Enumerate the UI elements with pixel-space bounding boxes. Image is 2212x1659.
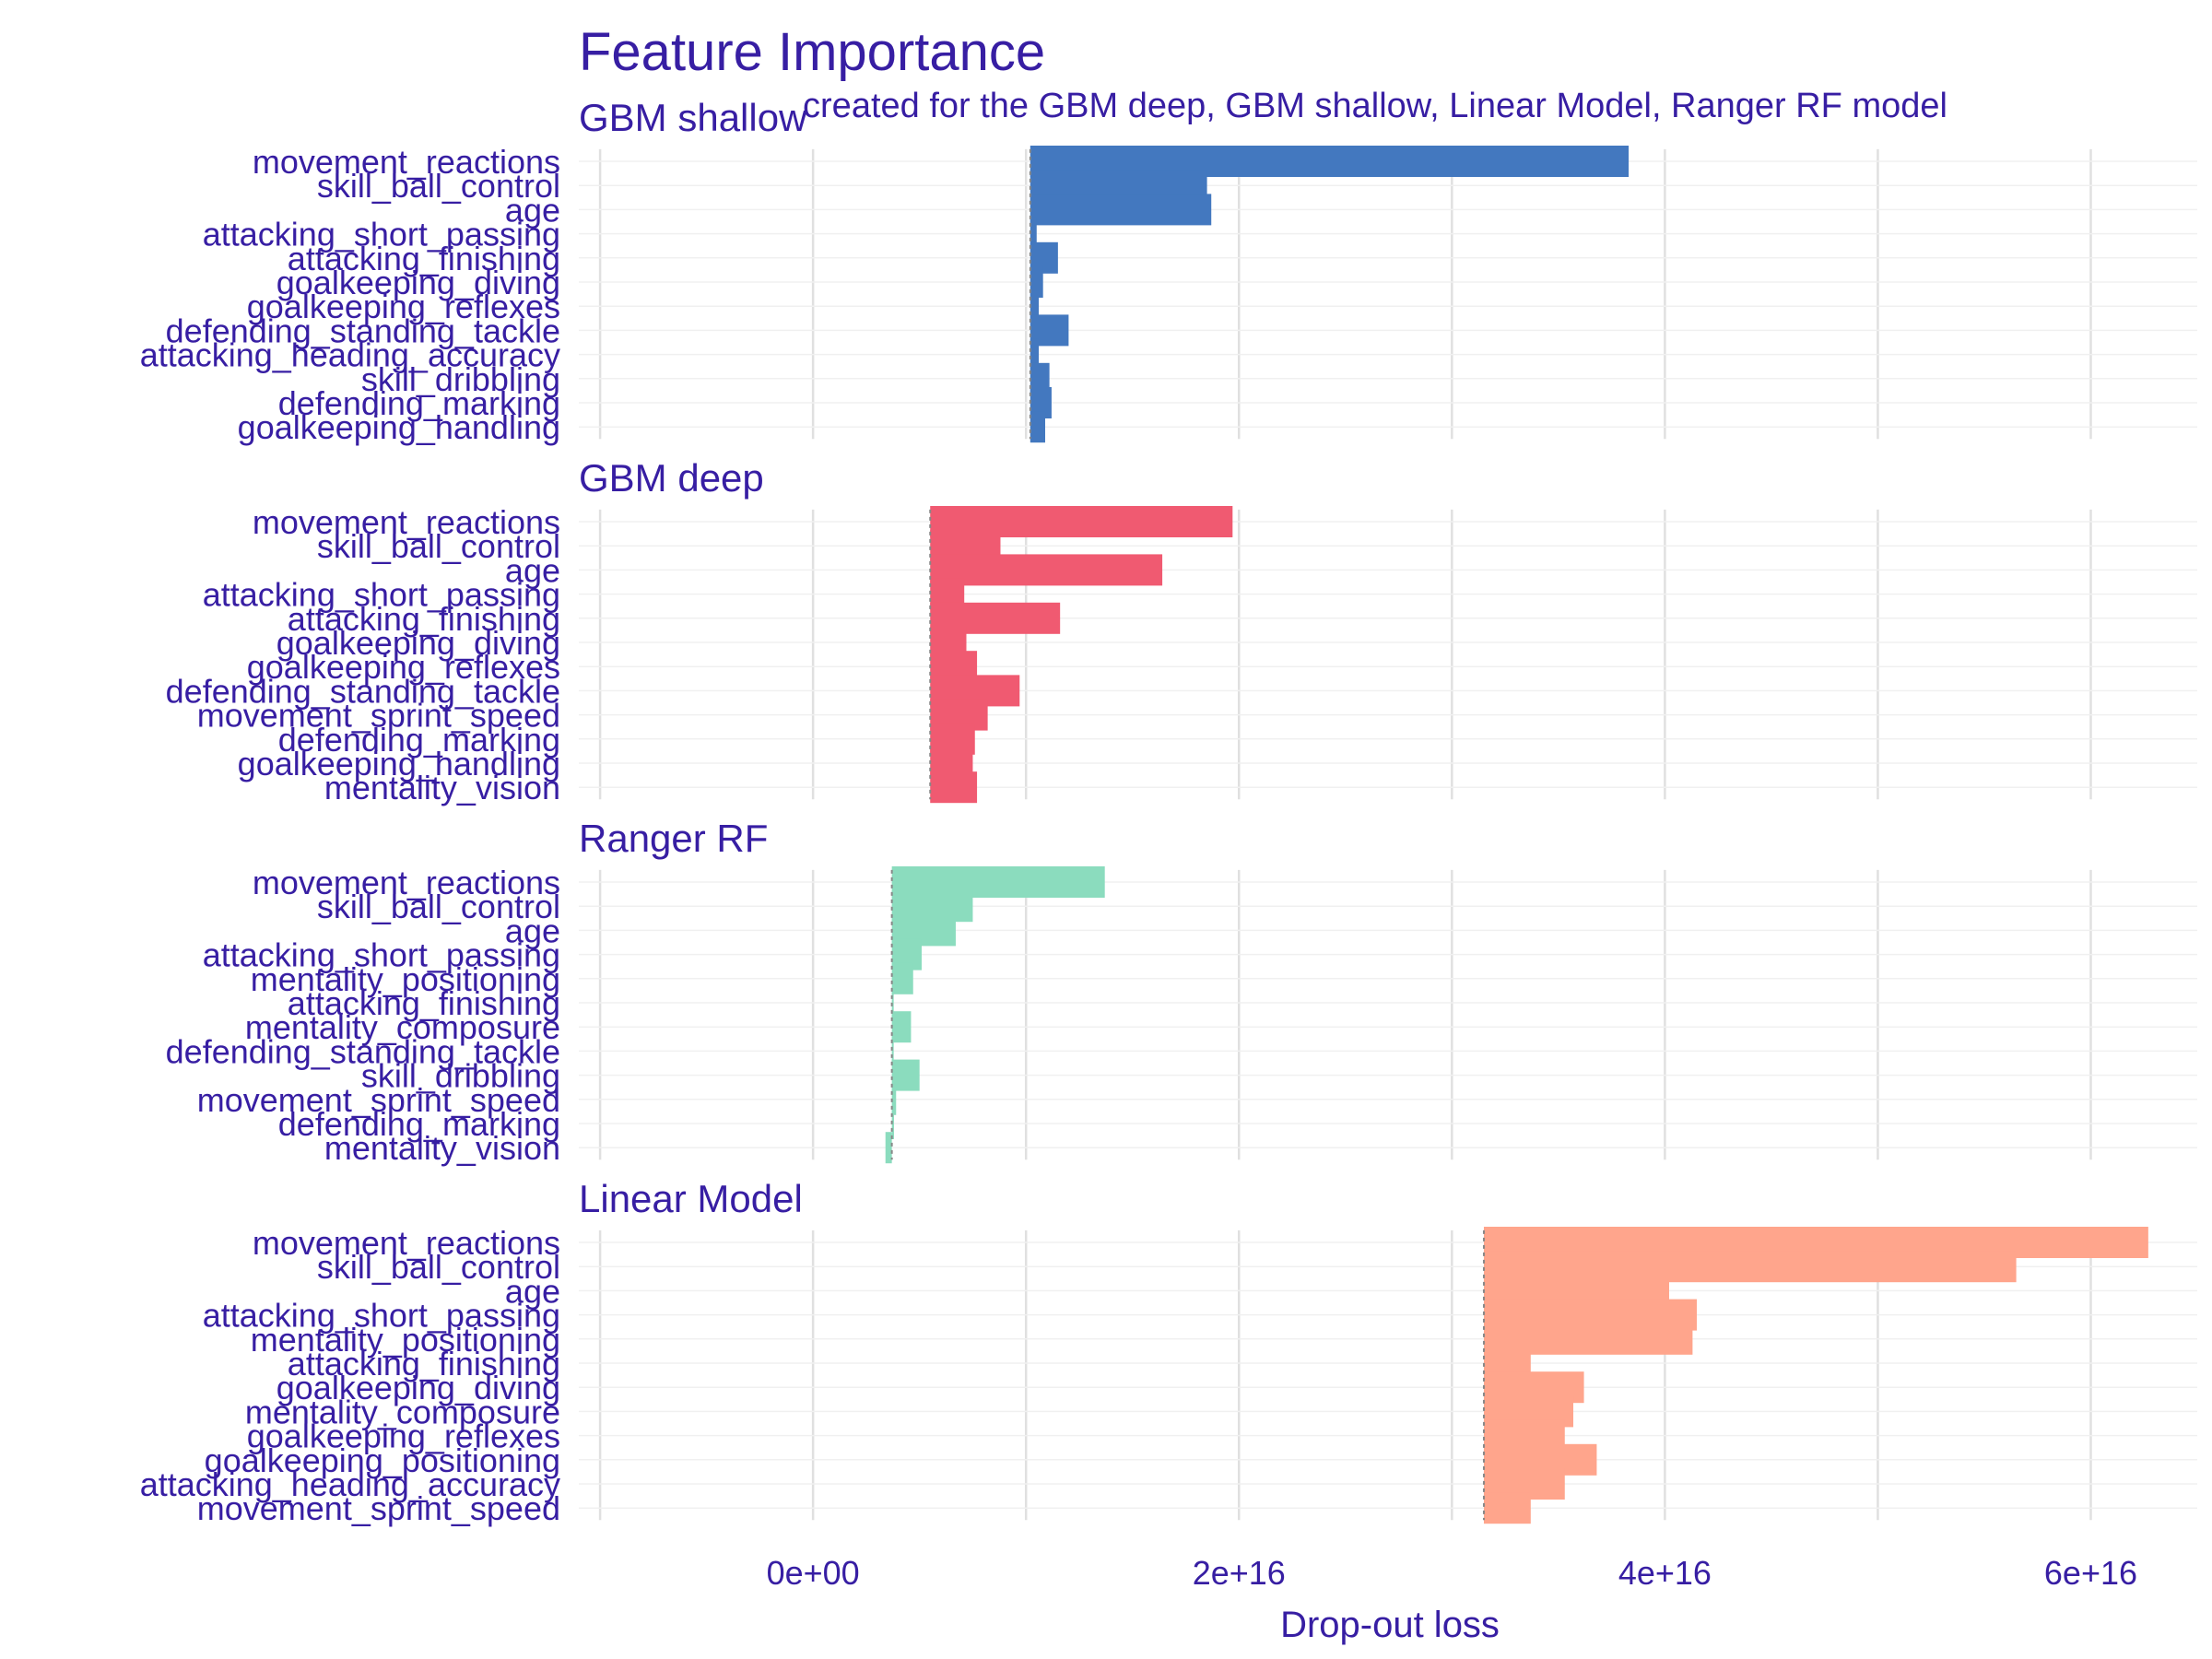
bar-goalkeeping_reflexes bbox=[1030, 290, 1040, 323]
bar-skill_dribbling bbox=[1030, 362, 1050, 394]
bar-goalkeeping_diving bbox=[1030, 266, 1043, 298]
variable-label: defending_standing_tackle bbox=[166, 1032, 560, 1070]
variable-label: goalkeeping_diving bbox=[276, 1369, 560, 1406]
variable-label: defending_standing_tackle bbox=[166, 672, 560, 710]
variable-label: attacking_short_passing bbox=[203, 1297, 560, 1335]
bar-defending_standing_tackle bbox=[891, 1035, 894, 1067]
panel-gbm-shallow: GBM shallow movement_reactionsskill_ball_… bbox=[140, 96, 2197, 446]
x-tick-label: 6e+16 bbox=[2044, 1554, 2137, 1592]
bar-attacking_heading_accuracy bbox=[1030, 338, 1040, 371]
bar-defending_marking bbox=[1030, 387, 1052, 418]
variable-label: attacking_short_passing bbox=[203, 216, 560, 253]
variable-label: goalkeeping_reflexes bbox=[247, 1418, 560, 1455]
variable-label: defending_marking bbox=[278, 1105, 560, 1143]
variable-label: goalkeeping_positioning bbox=[205, 1441, 560, 1479]
variable-label: age bbox=[505, 551, 560, 589]
variable-label: attacking_finishing bbox=[288, 1345, 560, 1382]
panel-ranger-rf: Ranger RF movement_reactionsskill_ball_co… bbox=[166, 817, 2197, 1167]
panel-title: GBM shallow bbox=[579, 96, 807, 139]
bar-age bbox=[1030, 194, 1212, 226]
variable-label: movement_sprint_speed bbox=[197, 1081, 560, 1119]
variable-label: attacking_short_passing bbox=[203, 936, 560, 974]
chart-title: Feature Importance bbox=[579, 22, 1045, 82]
x-tick-label: 4e+16 bbox=[1618, 1554, 1712, 1592]
bar-mentality_composure bbox=[891, 1011, 912, 1043]
variable-label: skill_dribbling bbox=[361, 1057, 560, 1095]
bar-mentality_vision bbox=[930, 771, 978, 804]
variable-label: skill_ball_control bbox=[317, 167, 560, 205]
variable-label: mentality_vision bbox=[324, 1129, 560, 1167]
variable-label: movement_reactions bbox=[253, 143, 560, 181]
panel-title: Linear Model bbox=[579, 1177, 803, 1220]
variable-label: mentality_composure bbox=[245, 1393, 560, 1430]
variable-label: movement_reactions bbox=[253, 1224, 560, 1262]
variable-label: goalkeeping_reflexes bbox=[247, 648, 560, 686]
bar-age bbox=[930, 554, 1163, 586]
variable-label: attacking_finishing bbox=[288, 240, 560, 277]
variable-label: defending_marking bbox=[278, 721, 560, 759]
bar-goalkeeping_handling bbox=[1030, 411, 1046, 443]
variable-label: skill_ball_control bbox=[317, 527, 560, 565]
variable-label: defending_marking bbox=[278, 384, 560, 422]
variable-label: mentality_composure bbox=[245, 1008, 560, 1046]
variable-label: movement_reactions bbox=[253, 864, 560, 901]
x-axis-label: Drop-out loss bbox=[1280, 1605, 1500, 1645]
variable-label: skill_ball_control bbox=[317, 888, 560, 925]
x-tick-label: 0e+00 bbox=[767, 1554, 860, 1592]
chart-panels: GBM shallowmovement_reactionsskill_ball_… bbox=[140, 96, 2197, 1527]
variable-label: mentality_positioning bbox=[251, 960, 560, 998]
x-axis: 0e+00 2e+16 4e+16 6e+16 bbox=[767, 1554, 2137, 1592]
variable-label: goalkeeping_handling bbox=[238, 745, 560, 782]
variable-label: age bbox=[505, 191, 560, 229]
x-tick-label: 2e+16 bbox=[1193, 1554, 1286, 1592]
variable-label: goalkeeping_handling bbox=[238, 408, 560, 446]
variable-label: goalkeeping_reflexes bbox=[247, 288, 560, 325]
bar-mentality_vision bbox=[885, 1132, 892, 1164]
variable-label: goalkeeping_diving bbox=[276, 264, 560, 301]
bar-movement_sprint_speed bbox=[1483, 1492, 1531, 1524]
variable-label: movement_sprint_speed bbox=[197, 697, 560, 735]
chart-subtitle: created for the GBM deep, GBM shallow, L… bbox=[803, 87, 1947, 125]
variable-label: age bbox=[505, 912, 560, 949]
variable-label: mentality_vision bbox=[324, 769, 560, 806]
panel-linear-model: Linear Model movement_reactionsskill_ball… bbox=[140, 1177, 2197, 1527]
panel-title: GBM deep bbox=[579, 456, 764, 500]
variable-label: attacking_heading_accuracy bbox=[140, 336, 560, 374]
panel-title: Ranger RF bbox=[579, 817, 768, 860]
variable-label: defending_standing_tackle bbox=[166, 312, 560, 349]
bar-mentality_positioning bbox=[891, 962, 913, 994]
variable-label: skill_ball_control bbox=[317, 1248, 560, 1286]
variable-label: movement_reactions bbox=[253, 503, 560, 541]
variable-label: mentality_positioning bbox=[251, 1321, 560, 1359]
bar-attacking_short_passing bbox=[1030, 218, 1037, 250]
variable-label: movement_sprint_speed bbox=[197, 1489, 560, 1527]
variable-label: age bbox=[505, 1272, 560, 1310]
bar-skill_dribbling bbox=[891, 1059, 920, 1091]
bar-defending_marking bbox=[891, 1108, 894, 1139]
variable-label: goalkeeping_diving bbox=[276, 624, 560, 662]
bar-movement_sprint_speed bbox=[891, 1083, 897, 1115]
variable-label: attacking_finishing bbox=[288, 984, 560, 1022]
variable-label: attacking_finishing bbox=[288, 600, 560, 638]
variable-label: attacking_heading_accuracy bbox=[140, 1465, 560, 1503]
variable-label: skill_dribbling bbox=[361, 360, 560, 398]
panel-gbm-deep: GBM deep movement_reactionsskill_ball_con… bbox=[166, 456, 2197, 806]
variable-label: attacking_short_passing bbox=[203, 576, 560, 614]
